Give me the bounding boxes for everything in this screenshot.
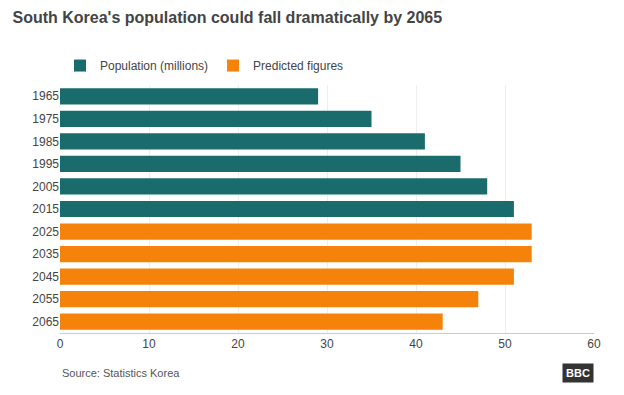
svg-text:BBC: BBC: [566, 367, 590, 379]
svg-text:60: 60: [587, 337, 601, 351]
svg-text:2065: 2065: [32, 315, 59, 329]
svg-text:1975: 1975: [32, 112, 59, 126]
svg-text:2005: 2005: [32, 180, 59, 194]
svg-text:50: 50: [498, 337, 512, 351]
svg-text:0: 0: [57, 337, 64, 351]
svg-text:Population (millions): Population (millions): [100, 59, 208, 73]
svg-text:2045: 2045: [32, 270, 59, 284]
svg-text:2015: 2015: [32, 202, 59, 216]
svg-text:30: 30: [320, 337, 334, 351]
svg-text:2055: 2055: [32, 292, 59, 306]
svg-text:2035: 2035: [32, 247, 59, 261]
svg-text:2025: 2025: [32, 225, 59, 239]
svg-text:Source: Statistics Korea: Source: Statistics Korea: [62, 367, 180, 379]
svg-text:40: 40: [409, 337, 423, 351]
svg-text:South Korea's population could: South Korea's population could fall dram…: [12, 9, 442, 26]
svg-text:Predicted figures: Predicted figures: [253, 59, 343, 73]
svg-text:1985: 1985: [32, 135, 59, 149]
svg-text:10: 10: [142, 337, 156, 351]
svg-text:20: 20: [231, 337, 245, 351]
svg-text:1995: 1995: [32, 157, 59, 171]
svg-text:1965: 1965: [32, 89, 59, 103]
